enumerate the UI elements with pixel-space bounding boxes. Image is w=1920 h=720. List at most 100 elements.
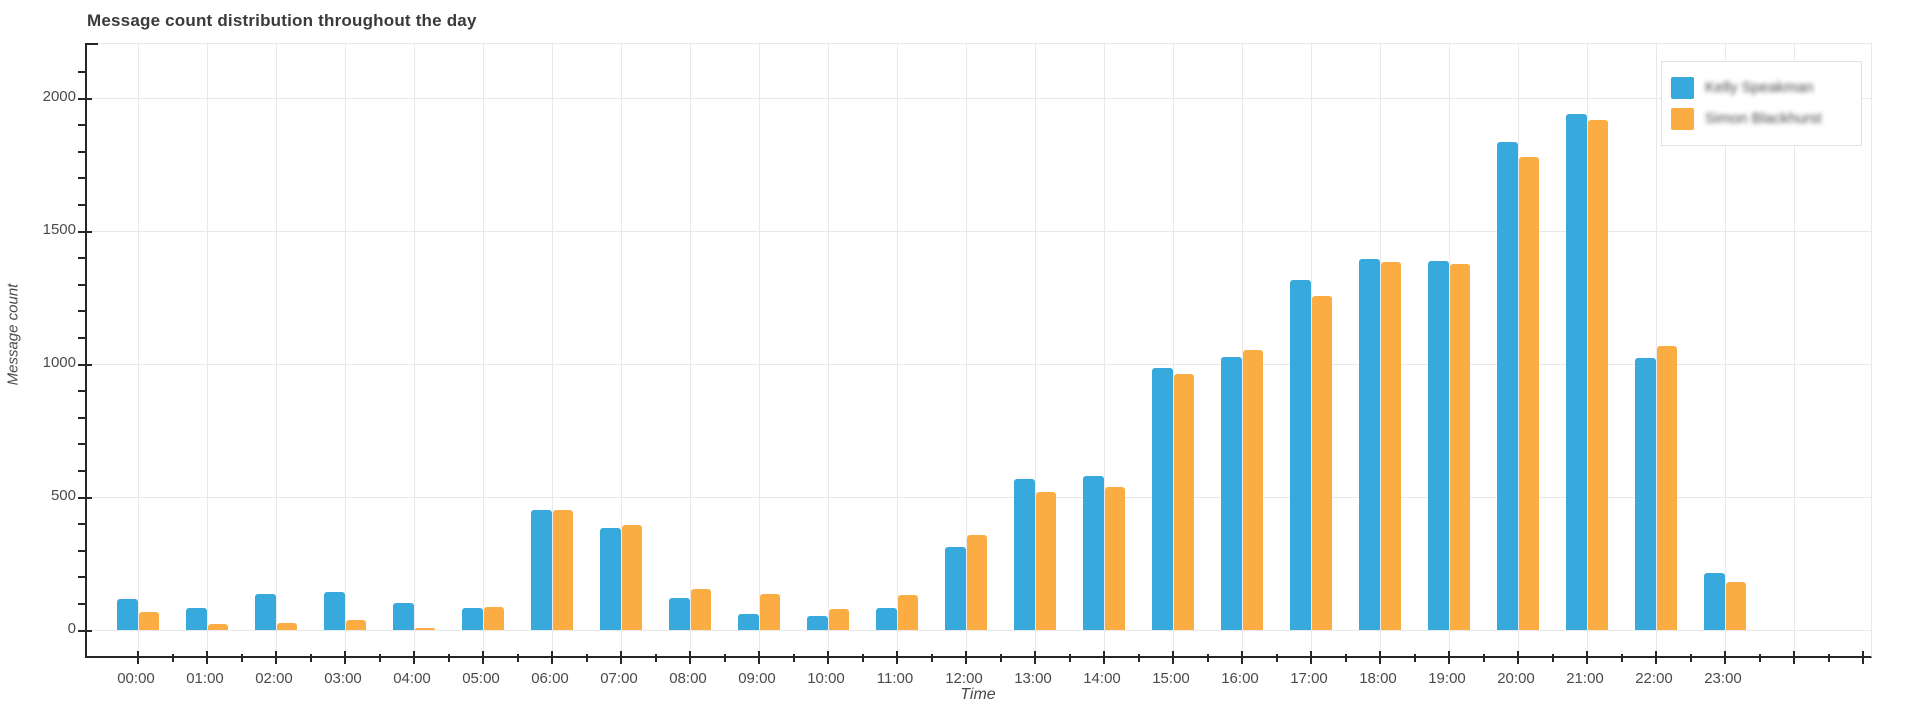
v-gridline-10 <box>828 44 829 656</box>
bar-0700-s1 <box>600 528 621 630</box>
legend-label-2: Simon Blackhurst <box>1705 110 1822 127</box>
y-tick-1700 <box>78 177 86 180</box>
x-tick-label-0100: 01:00 <box>186 670 224 687</box>
y-tick-1100 <box>78 336 86 339</box>
bar-1300-s1 <box>1014 479 1035 630</box>
v-gridline-5 <box>483 44 484 656</box>
x-tick-half-1 <box>240 654 243 662</box>
bar-1700-s1 <box>1290 279 1311 630</box>
x-tick-label-0300: 03:00 <box>324 670 362 687</box>
bar-0300-s1 <box>324 592 345 630</box>
y-tick-300 <box>78 549 86 552</box>
x-tick-half-4 <box>447 654 450 662</box>
v-gridline-4 <box>414 44 415 656</box>
x-tick-5 <box>482 651 484 664</box>
x-tick-label-2200: 22:00 <box>1635 670 1673 687</box>
x-tick-18 <box>1379 651 1381 664</box>
x-tick-label-0700: 07:00 <box>600 670 638 687</box>
x-tick-8 <box>689 651 691 664</box>
bar-0200-s1 <box>255 594 276 630</box>
x-tick-half-16 <box>1275 654 1278 662</box>
v-gridline-2 <box>276 44 277 656</box>
y-tick-0 <box>78 629 92 632</box>
bar-1500-s1 <box>1152 368 1173 630</box>
y-tick-label-0: 0 <box>67 620 76 637</box>
x-tick-0 <box>137 651 139 664</box>
x-tick-label-0000: 00:00 <box>117 670 155 687</box>
x-tick-half-9 <box>792 654 795 662</box>
bar-1600-s1 <box>1221 356 1242 630</box>
x-tick-21 <box>1586 651 1588 664</box>
y-tick-label-1000: 1000 <box>42 354 76 371</box>
bar-1300-s2 <box>1035 491 1056 630</box>
x-tick-half-11 <box>930 654 933 662</box>
x-tick-half-8 <box>723 654 726 662</box>
bar-1900-s1 <box>1428 260 1449 630</box>
v-gridline-24 <box>1794 44 1795 656</box>
y-tick-1000 <box>78 363 92 366</box>
bar-0100-s2 <box>207 624 228 630</box>
y-tick-1200 <box>78 310 86 313</box>
x-tick-label-1100: 11:00 <box>876 670 914 687</box>
h-gridline-1000 <box>87 364 1871 365</box>
x-tick-half-10 <box>861 654 864 662</box>
x-tick-24 <box>1793 651 1795 664</box>
h-gridline-2000 <box>87 98 1871 99</box>
h-gridline-1500 <box>87 231 1871 232</box>
x-tick-label-2000: 20:00 <box>1497 670 1535 687</box>
x-tick-19 <box>1448 651 1450 664</box>
bar-0300-s2 <box>345 620 366 630</box>
x-tick-label-1000: 10:00 <box>807 670 845 687</box>
bar-0100-s1 <box>186 608 207 630</box>
bar-1600-s2 <box>1242 350 1263 630</box>
bar-2200-s2 <box>1656 345 1677 630</box>
v-gridline-6 <box>552 44 553 656</box>
x-tick-half-0 <box>171 654 174 662</box>
x-tick-half-21 <box>1620 654 1623 662</box>
bar-0600-s1 <box>531 510 552 630</box>
bar-0700-s2 <box>621 525 642 630</box>
y-tick-1300 <box>78 283 86 286</box>
bar-1800-s2 <box>1380 261 1401 630</box>
y-tick-label-2000: 2000 <box>42 88 76 105</box>
x-tick-half-23 <box>1758 654 1761 662</box>
x-tick-label-0400: 04:00 <box>393 670 431 687</box>
y-tick-100 <box>78 602 86 605</box>
v-gridline-16 <box>1242 44 1243 656</box>
x-tick-2 <box>275 651 277 664</box>
bar-1400-s1 <box>1083 475 1104 630</box>
plot-area <box>78 43 1872 664</box>
x-tick-label-0600: 06:00 <box>531 670 569 687</box>
y-tick-1400 <box>78 257 86 260</box>
x-tick-label-0900: 09:00 <box>738 670 776 687</box>
x-tick-half-22 <box>1689 654 1692 662</box>
x-tick-25 <box>1862 651 1864 664</box>
y-tick-2100 <box>78 70 86 73</box>
y-tick-1900 <box>78 124 86 127</box>
y-tick-900 <box>78 390 86 393</box>
bar-1500-s2 <box>1173 373 1194 630</box>
x-tick-half-5 <box>516 654 519 662</box>
y-tick-500 <box>78 496 92 499</box>
x-tick-half-6 <box>585 654 588 662</box>
y-tick-600 <box>78 469 86 472</box>
x-tick-label-1700: 17:00 <box>1290 670 1328 687</box>
v-gridline-1 <box>207 44 208 656</box>
bar-0500-s2 <box>483 607 504 630</box>
x-tick-half-19 <box>1482 654 1485 662</box>
y-tick-800 <box>78 416 86 419</box>
x-tick-3 <box>344 651 346 664</box>
bar-1700-s2 <box>1311 295 1332 630</box>
chart-title: Message count distribution throughout th… <box>87 11 477 30</box>
v-gridline-8 <box>690 44 691 656</box>
legend-item-1: Kelly Speakman <box>1662 77 1861 100</box>
bar-0600-s2 <box>552 509 573 630</box>
x-tick-label-1600: 16:00 <box>1221 670 1259 687</box>
x-tick-label-1500: 15:00 <box>1152 670 1190 687</box>
y-tick-1800 <box>78 150 86 153</box>
bar-2100-s1 <box>1566 114 1587 630</box>
x-tick-4 <box>413 651 415 664</box>
v-gridline-12 <box>966 44 967 656</box>
x-tick-15 <box>1172 651 1174 664</box>
